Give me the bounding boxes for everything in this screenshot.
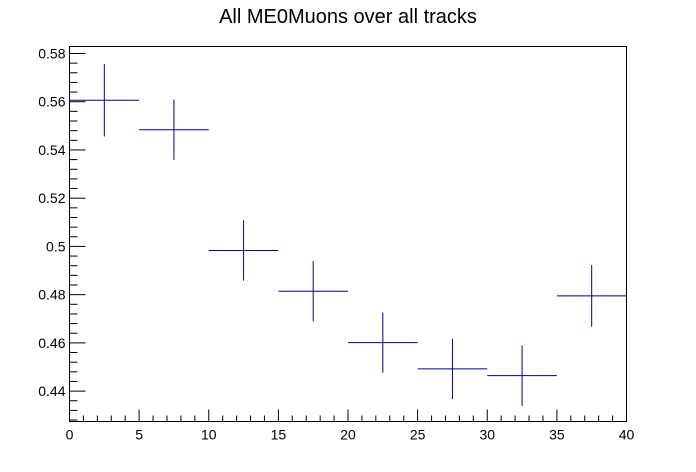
- y-tick-label: 0.54: [38, 142, 65, 158]
- data-point: [69, 64, 140, 137]
- y-tick-label: 0.52: [38, 190, 65, 206]
- x-axis: 0 5 10 15 20 25 30 35 40: [66, 409, 635, 443]
- data-point: [278, 261, 348, 322]
- data-point: [556, 264, 627, 327]
- y-tick-label: 0.48: [38, 287, 65, 303]
- chart-title: All ME0Muons over all tracks: [219, 6, 477, 28]
- x-tick-label: 0: [66, 427, 74, 443]
- data-points: [69, 64, 627, 406]
- y-tick-label: 0.56: [38, 94, 65, 110]
- y-axis: 0.44 0.46 0.48 0.5 0.52 0.54 0.56 0.58: [38, 45, 86, 421]
- data-point: [139, 99, 209, 160]
- y-tick-label: 0.46: [38, 335, 65, 351]
- x-tick-label: 30: [479, 427, 495, 443]
- data-point: [487, 345, 557, 406]
- plot-frame: [69, 46, 627, 422]
- data-point: [208, 220, 279, 281]
- x-tick-label: 10: [201, 427, 217, 443]
- x-tick-label: 15: [271, 427, 287, 443]
- x-tick-label: 25: [410, 427, 426, 443]
- y-tick-label: 0.58: [38, 45, 65, 61]
- data-point: [417, 338, 488, 400]
- data-point: [348, 312, 418, 373]
- x-tick-label: 5: [135, 427, 143, 443]
- x-tick-label: 20: [340, 427, 356, 443]
- y-tick-label: 0.44: [38, 383, 65, 399]
- x-tick-label: 40: [619, 427, 635, 443]
- y-tick-label: 0.5: [46, 238, 66, 254]
- x-tick-label: 35: [549, 427, 565, 443]
